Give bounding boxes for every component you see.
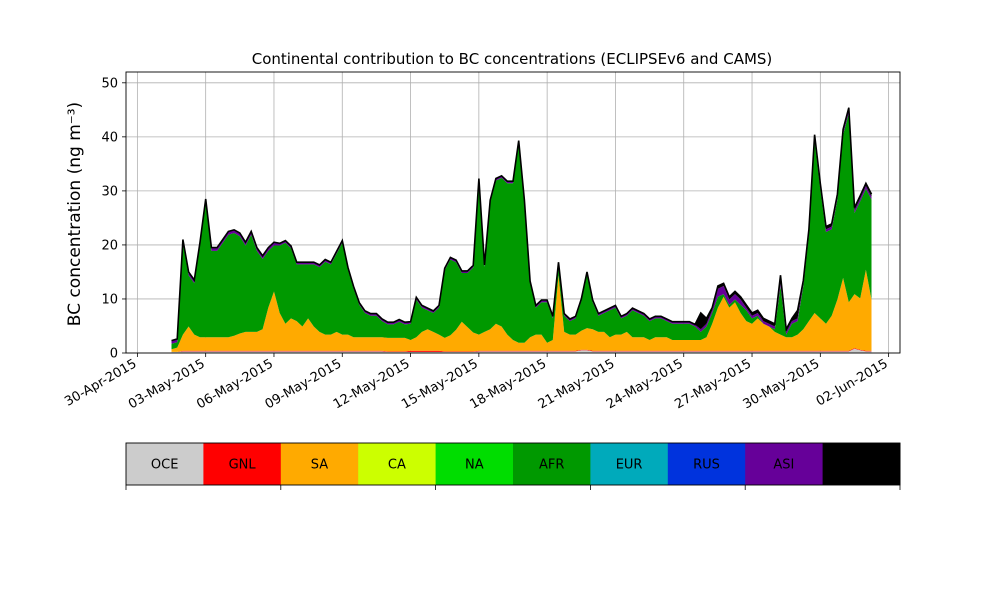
y-tick-label: 0 <box>110 347 118 362</box>
legend-swatch-aus <box>822 443 901 485</box>
legend-label-asi: ASI <box>773 458 794 473</box>
area-oce <box>171 348 872 353</box>
x-tick-label: 18-May-2015 <box>467 356 549 412</box>
plot-frame <box>125 71 901 354</box>
legend-swatch-na <box>435 443 514 485</box>
x-tick-label: 06-May-2015 <box>194 356 276 412</box>
legend-swatch-afr <box>513 443 591 485</box>
legend-label-sa: SA <box>311 458 328 473</box>
total-outline <box>171 107 873 342</box>
legend-swatch-sa <box>280 443 359 485</box>
legend-colorbar: OCE GNL SA CA NA AFR EUR RUS ASI AUS <box>125 442 901 490</box>
y-axis-label: BC concentration (ng m⁻³) <box>65 102 85 326</box>
y-tick-label: 10 <box>101 292 118 307</box>
legend-label-oce: OCE <box>151 458 179 473</box>
x-tick-label: 12-May-2015 <box>331 356 413 412</box>
legend-swatch-oce <box>126 443 204 485</box>
legend-swatch-gnl <box>203 443 282 485</box>
x-tick-label: 21-May-2015 <box>536 356 618 412</box>
legend-label-gnl: GNL <box>229 458 257 473</box>
x-tick-label: 02-Jun-2015 <box>814 356 891 409</box>
legend-label-aus: AUS <box>848 458 875 473</box>
legend-swatch-eur <box>590 443 669 485</box>
legend-label-na: NA <box>465 458 484 473</box>
legend-frame <box>125 442 901 486</box>
x-tick-label: 30-May-2015 <box>741 356 823 412</box>
x-tick-label: 09-May-2015 <box>263 356 345 412</box>
y-tick-label: 30 <box>101 184 118 199</box>
stacked-areas <box>171 107 873 353</box>
legend-swatch-rus <box>667 443 746 485</box>
y-tick-label: 50 <box>101 76 118 91</box>
x-tick-label: 24-May-2015 <box>604 356 686 412</box>
legend-swatch-ca <box>358 443 437 485</box>
area-afr <box>171 113 872 350</box>
legend-label-ca: CA <box>388 458 406 473</box>
legend-swatch-asi <box>745 443 824 485</box>
x-tick-label: 27-May-2015 <box>672 356 754 412</box>
legend-label-eur: EUR <box>616 458 643 473</box>
area-sa <box>171 269 872 352</box>
x-tick-label: 03-May-2015 <box>126 356 208 412</box>
area-gnl <box>171 348 872 352</box>
legend-label-rus: RUS <box>693 458 720 473</box>
x-tick-label: 15-May-2015 <box>399 356 481 412</box>
y-tick-label: 20 <box>101 238 118 253</box>
y-tick-label: 40 <box>101 130 118 145</box>
chart-title: Continental contribution to BC concentra… <box>252 50 773 68</box>
legend-label-afr: AFR <box>539 458 564 473</box>
